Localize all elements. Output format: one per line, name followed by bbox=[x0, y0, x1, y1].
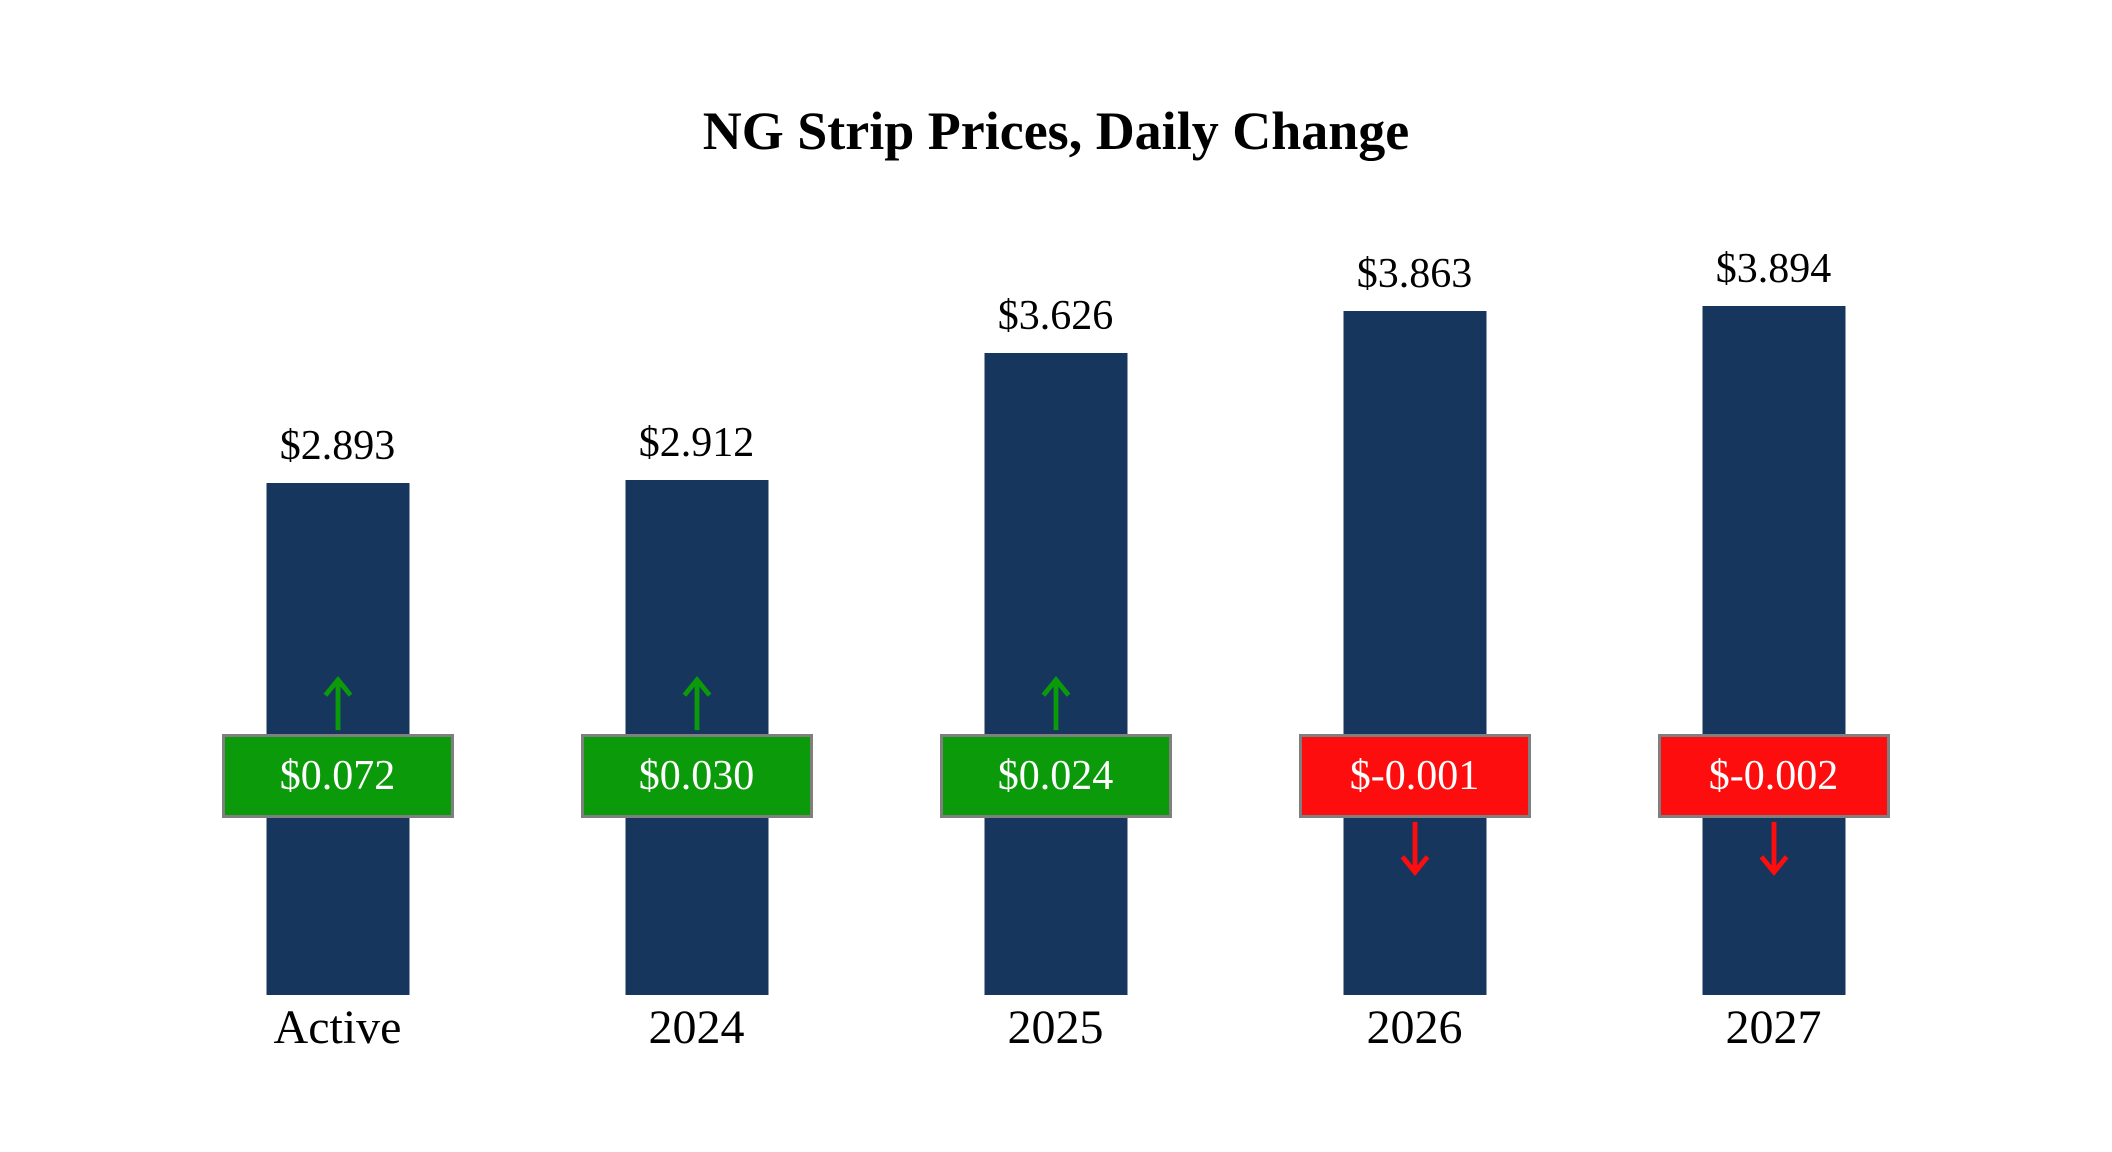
up-arrow-icon bbox=[323, 675, 352, 731]
bar-group-2024: $2.912 $0.030 2024 bbox=[517, 0, 876, 1152]
down-arrow-icon bbox=[1400, 821, 1429, 877]
change-badge: $-0.001 bbox=[1298, 734, 1531, 818]
change-value: $-0.002 bbox=[1708, 753, 1839, 799]
bar-value-label: $3.894 bbox=[1715, 245, 1832, 292]
chart-title: NG Strip Prices, Daily Change bbox=[702, 101, 1410, 161]
bar-value-label: $3.863 bbox=[1356, 251, 1473, 298]
category-label: 2024 bbox=[648, 1001, 745, 1054]
bar-group-active: $2.893 $0.072 Active bbox=[158, 0, 517, 1152]
change-badge: $0.030 bbox=[580, 734, 813, 818]
change-badge: $0.072 bbox=[221, 734, 454, 818]
down-arrow-icon bbox=[1759, 821, 1788, 877]
category-label: 2026 bbox=[1366, 1001, 1463, 1054]
bar bbox=[1343, 311, 1486, 995]
category-label: Active bbox=[273, 1001, 402, 1054]
plot-area: $2.893 $0.072 Active $2.912 $0.030 bbox=[158, 0, 1953, 1152]
bar-group-2027: $3.894 $-0.002 2027 bbox=[1594, 0, 1953, 1152]
category-label: 2027 bbox=[1725, 1001, 1822, 1054]
bar bbox=[1702, 305, 1845, 995]
up-arrow-icon bbox=[682, 675, 711, 731]
bar-value-label: $2.912 bbox=[638, 419, 755, 466]
category-label: 2025 bbox=[1007, 1001, 1104, 1054]
bar-group-2026: $3.863 $-0.001 2026 bbox=[1235, 0, 1594, 1152]
bar bbox=[984, 353, 1127, 995]
change-badge: $0.024 bbox=[939, 734, 1172, 818]
bar-value-label: $3.626 bbox=[997, 293, 1114, 340]
up-arrow-icon bbox=[1041, 675, 1070, 731]
change-value: $0.030 bbox=[638, 753, 755, 799]
bar-value-label: $2.893 bbox=[279, 422, 396, 469]
change-badge: $-0.002 bbox=[1657, 734, 1890, 818]
change-value: $0.024 bbox=[997, 753, 1114, 799]
change-value: $0.072 bbox=[279, 753, 396, 799]
change-value: $-0.001 bbox=[1349, 753, 1480, 799]
bar-group-2025: $3.626 $0.024 2025 bbox=[876, 0, 1235, 1152]
